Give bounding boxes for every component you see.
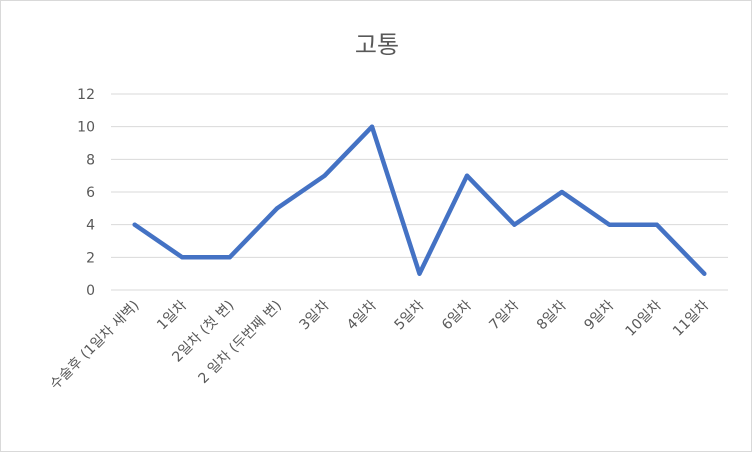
x-tick-label: 11일차 bbox=[670, 297, 712, 339]
data-point bbox=[417, 271, 422, 276]
data-point bbox=[275, 206, 280, 211]
data-point bbox=[559, 190, 564, 194]
data-point bbox=[654, 222, 659, 227]
grid-lines bbox=[111, 93, 728, 291]
x-tick-label: 1일차 bbox=[154, 297, 190, 333]
series-line bbox=[132, 124, 707, 276]
data-point bbox=[702, 271, 707, 276]
x-tick-label: 7일차 bbox=[486, 297, 522, 333]
x-tick-label: 10일차 bbox=[623, 297, 665, 339]
data-point bbox=[464, 173, 469, 178]
data-point bbox=[607, 222, 612, 227]
y-tick-label: 12 bbox=[77, 87, 95, 103]
x-tick-label: 수술후 (1일차 새벽) bbox=[47, 298, 142, 393]
x-tick-label: 3일차 bbox=[297, 297, 333, 333]
chart-title: 고통 bbox=[355, 31, 399, 59]
data-point bbox=[180, 255, 185, 260]
data-point bbox=[370, 124, 375, 129]
y-tick-label: 2 bbox=[86, 250, 95, 266]
series-layer bbox=[132, 124, 707, 276]
x-tick-label: 6일차 bbox=[439, 297, 475, 333]
y-tick-label: 10 bbox=[77, 120, 95, 136]
x-tick-label: 9일차 bbox=[581, 297, 617, 333]
x-tick-label: 8일차 bbox=[534, 297, 570, 333]
data-point bbox=[132, 222, 137, 227]
x-tick-label: 2 일차 (두번째 변) bbox=[196, 298, 285, 387]
x-tick-label: 4일차 bbox=[344, 297, 380, 333]
data-point bbox=[512, 222, 517, 227]
data-point bbox=[227, 255, 232, 260]
y-tick-label: 4 bbox=[86, 218, 95, 234]
y-tick-label: 8 bbox=[86, 152, 95, 168]
y-tick-label: 6 bbox=[86, 185, 95, 201]
y-axis-tick-labels: 0 2 4 6 8 10 12 bbox=[77, 87, 95, 299]
y-tick-label: 0 bbox=[86, 283, 95, 299]
x-tick-label: 5일차 bbox=[391, 297, 427, 333]
data-point bbox=[322, 173, 327, 178]
